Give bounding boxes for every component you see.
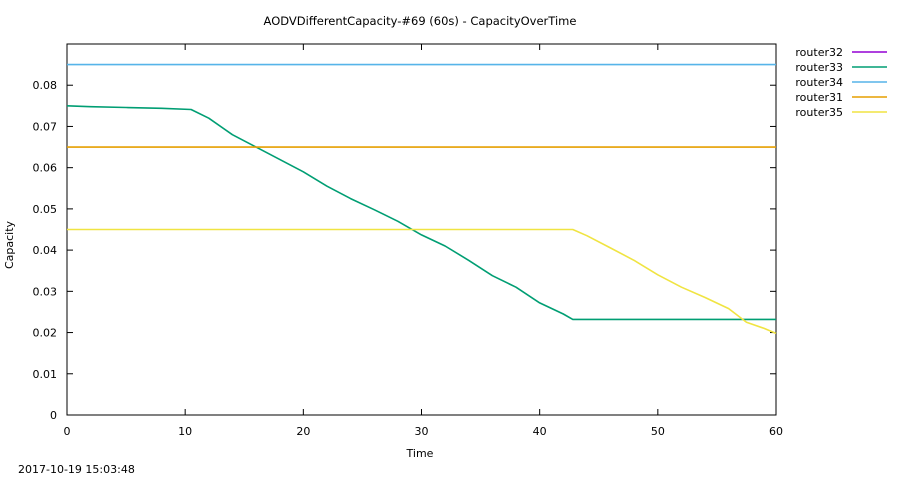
y-tick-label: 0 bbox=[50, 409, 57, 422]
legend-label-router32: router32 bbox=[795, 46, 843, 59]
y-tick-label: 0.04 bbox=[33, 244, 58, 257]
x-tick-label: 10 bbox=[178, 425, 192, 438]
series-layer bbox=[66, 63, 777, 335]
y-tick-label: 0.05 bbox=[33, 203, 58, 216]
x-axis-label: Time bbox=[406, 447, 434, 460]
y-tick-label: 0.03 bbox=[33, 285, 58, 298]
legend-label-router31: router31 bbox=[795, 91, 843, 104]
y-tick-label: 0.01 bbox=[33, 368, 58, 381]
timestamp: 2017-10-19 15:03:48 bbox=[18, 463, 135, 476]
x-tick-label: 20 bbox=[296, 425, 310, 438]
x-tick-label: 30 bbox=[415, 425, 429, 438]
y-tick-label: 0.06 bbox=[33, 162, 58, 175]
x-tick-label: 0 bbox=[64, 425, 71, 438]
legend-label-router35: router35 bbox=[795, 106, 843, 119]
legend: router32 router33 router34 router31 router35 bbox=[795, 46, 887, 119]
y-tick-label: 0.08 bbox=[33, 79, 58, 92]
x-tick-label: 40 bbox=[533, 425, 547, 438]
chart-title: AODVDifferentCapacity-#69 (60s) - Capaci… bbox=[264, 14, 577, 28]
legend-label-router33: router33 bbox=[795, 61, 843, 74]
y-tick-label: 0.02 bbox=[33, 327, 58, 340]
series-line-router35 bbox=[67, 228, 777, 335]
plot-axes: 0 10 20 30 40 50 60 0 0.01 0.02 0.03 0.04 0.05 0.06 0.… bbox=[33, 43, 783, 438]
y-tick-label: 0.07 bbox=[33, 120, 58, 133]
legend-label-router34: router34 bbox=[795, 76, 843, 89]
series-line-router33 bbox=[66, 105, 776, 321]
x-tick-label: 60 bbox=[769, 425, 783, 438]
x-tick-label: 50 bbox=[651, 425, 665, 438]
y-axis-label: Capacity bbox=[3, 220, 16, 269]
